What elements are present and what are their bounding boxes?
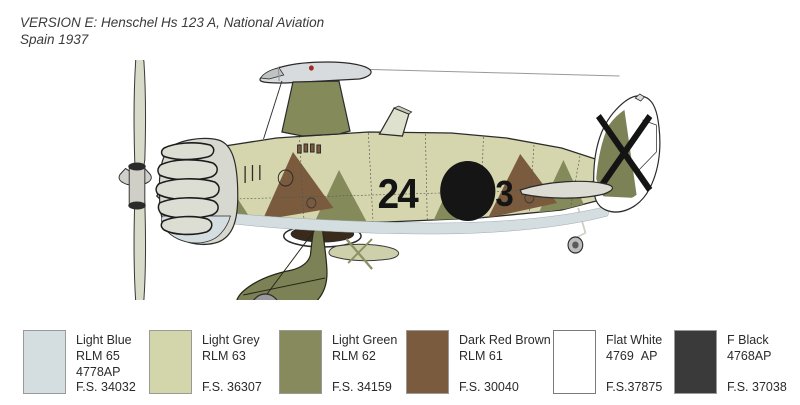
svg-text:3: 3 — [495, 175, 513, 215]
svg-text:24: 24 — [378, 169, 420, 217]
